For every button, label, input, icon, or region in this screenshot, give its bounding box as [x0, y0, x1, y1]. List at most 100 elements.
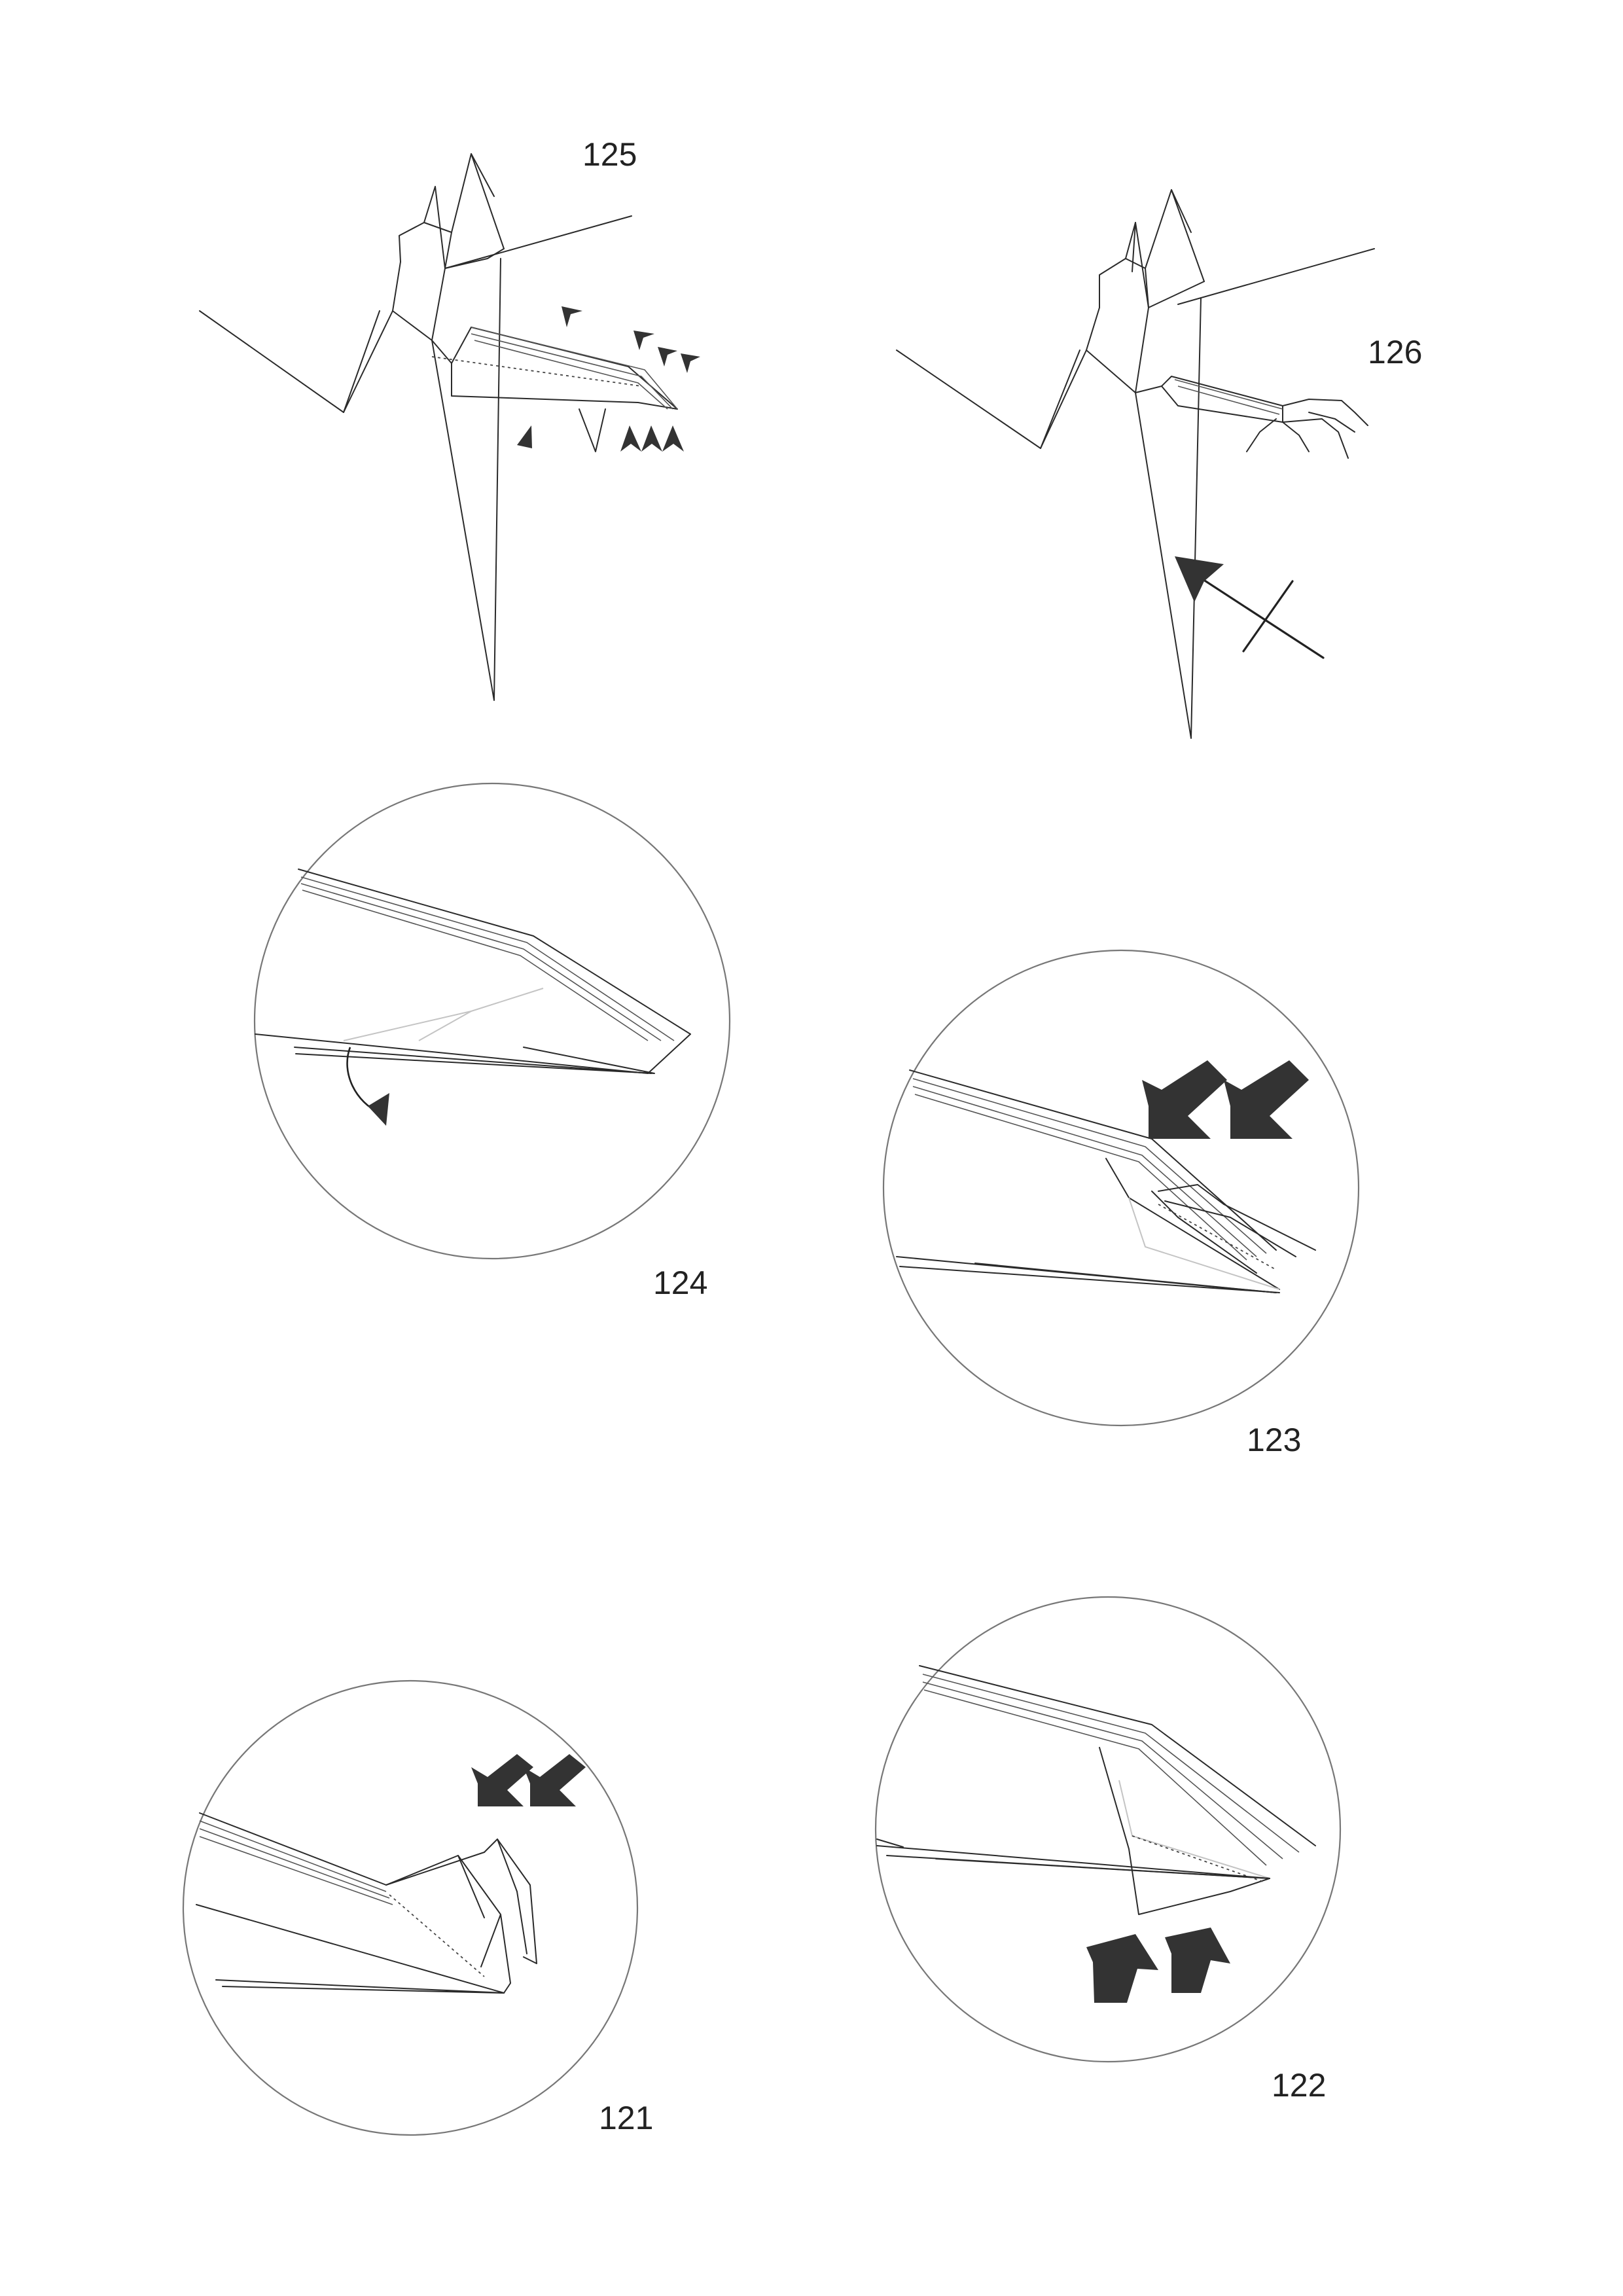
press-arrow-icon [471, 1754, 533, 1806]
fold-line [1145, 189, 1205, 282]
step-123-figure: 123 [882, 949, 1360, 1458]
fold-line [199, 1836, 393, 1905]
fold-line [471, 333, 673, 410]
fold-line [1099, 1747, 1270, 1915]
fold-line [196, 1904, 505, 1994]
fold-line [497, 1839, 518, 1892]
fold-line [1308, 412, 1355, 433]
step-121-number: 121 [599, 2100, 653, 2136]
fold-line [876, 1845, 1270, 1879]
fold-line [1099, 258, 1149, 308]
fold-line [1128, 1197, 1280, 1290]
fold-line [343, 310, 380, 413]
press-arrow-icon [1086, 1934, 1158, 2003]
fold-line [298, 869, 691, 1035]
detail-circle [253, 782, 731, 1260]
push-arrow-icon [633, 331, 654, 350]
press-arrow-icon [1142, 1060, 1227, 1139]
fold-line [199, 1820, 387, 1892]
step-124-number: 124 [653, 1265, 707, 1301]
fold-line [912, 1086, 1257, 1257]
fold-line [1242, 580, 1294, 653]
big-arrow-icon [1175, 556, 1224, 602]
fold-line [199, 261, 401, 413]
press-arrow-icon [524, 1754, 586, 1806]
fold-line [974, 1263, 1277, 1293]
fold-line [1282, 422, 1310, 452]
fold-line [1177, 248, 1375, 305]
fold-line [474, 340, 668, 410]
fold-line [912, 1078, 1267, 1254]
step-124-figure: 124 [253, 782, 731, 1301]
fold-line [1196, 575, 1325, 659]
fold-line [1151, 1191, 1257, 1274]
fold-line [896, 307, 1100, 449]
fold-line [922, 1681, 1283, 1859]
fold-line [423, 186, 446, 269]
press-arrow-icon [1224, 1060, 1309, 1139]
fold-line [471, 327, 678, 410]
press-arrow-icon [1165, 1928, 1230, 1993]
fold-line [1132, 222, 1136, 272]
fold-line [1135, 297, 1202, 739]
step-121-figure: 121 [182, 1679, 653, 2136]
push-arrow-icon [620, 425, 641, 452]
push-arrow-icon [662, 425, 684, 452]
fold-line [899, 1266, 1280, 1293]
fold-line [1158, 1184, 1316, 1251]
fold-line [1174, 379, 1283, 410]
fold-line [500, 1914, 511, 1994]
fold-line [1246, 418, 1277, 452]
push-arrow-icon [562, 306, 582, 327]
fold-line [385, 1855, 501, 1967]
push-arrow-icon [641, 425, 662, 452]
fold-line [222, 1986, 505, 1994]
step-123-number: 123 [1247, 1422, 1301, 1458]
fold-line [457, 1855, 485, 1918]
turn-arrow-icon [368, 1093, 389, 1126]
fold-line [215, 1979, 505, 1994]
push-arrow-icon [658, 347, 677, 367]
fold-line [1177, 386, 1280, 415]
fold-line [1158, 1204, 1277, 1270]
fold-line [909, 1069, 1277, 1251]
fold-line [343, 988, 544, 1041]
fold-line [418, 1011, 472, 1041]
fold-line [1105, 1158, 1280, 1290]
fold-line [1282, 418, 1349, 459]
fold-line [919, 1665, 1316, 1846]
fold-line [431, 248, 505, 341]
fold-line [451, 153, 505, 249]
fold-line [1282, 399, 1368, 426]
fold-line [300, 883, 662, 1041]
fold-line [300, 876, 675, 1041]
fold-line [876, 1839, 904, 1848]
fold-line [1171, 189, 1192, 233]
fold-line [484, 1839, 537, 1964]
fold-line [302, 889, 649, 1041]
fold-line [451, 327, 678, 410]
fold-line [199, 1812, 485, 1886]
step-125-figure: 125 [199, 136, 700, 701]
fold-line [1125, 222, 1149, 308]
fold-line [444, 215, 632, 269]
step-126-number: 126 [1368, 334, 1422, 370]
fold-line [295, 1047, 655, 1074]
detail-circle [874, 1596, 1342, 2063]
fold-line [431, 258, 501, 701]
fold-line [199, 1828, 390, 1899]
fold-line [1135, 281, 1205, 393]
fold-line [579, 408, 606, 452]
fold-line [516, 1891, 527, 1954]
push-arrow-icon [517, 425, 532, 448]
fold-line [392, 310, 452, 364]
fold-line [935, 1858, 1270, 1879]
fold-line [1161, 376, 1283, 423]
fold-line [1040, 350, 1080, 449]
fold-line [294, 1047, 652, 1074]
fold-line [471, 153, 495, 197]
fold-line [1164, 1200, 1296, 1257]
step-122-number: 122 [1272, 2067, 1326, 2104]
detail-circle [182, 1679, 639, 2136]
